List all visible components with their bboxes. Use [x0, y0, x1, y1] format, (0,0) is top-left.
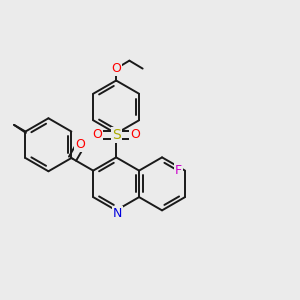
Text: N: N: [113, 207, 122, 220]
Text: O: O: [111, 62, 121, 75]
Text: S: S: [112, 128, 121, 142]
Text: O: O: [130, 128, 140, 141]
Text: F: F: [175, 164, 182, 177]
Text: O: O: [75, 138, 85, 151]
Text: O: O: [92, 128, 102, 141]
